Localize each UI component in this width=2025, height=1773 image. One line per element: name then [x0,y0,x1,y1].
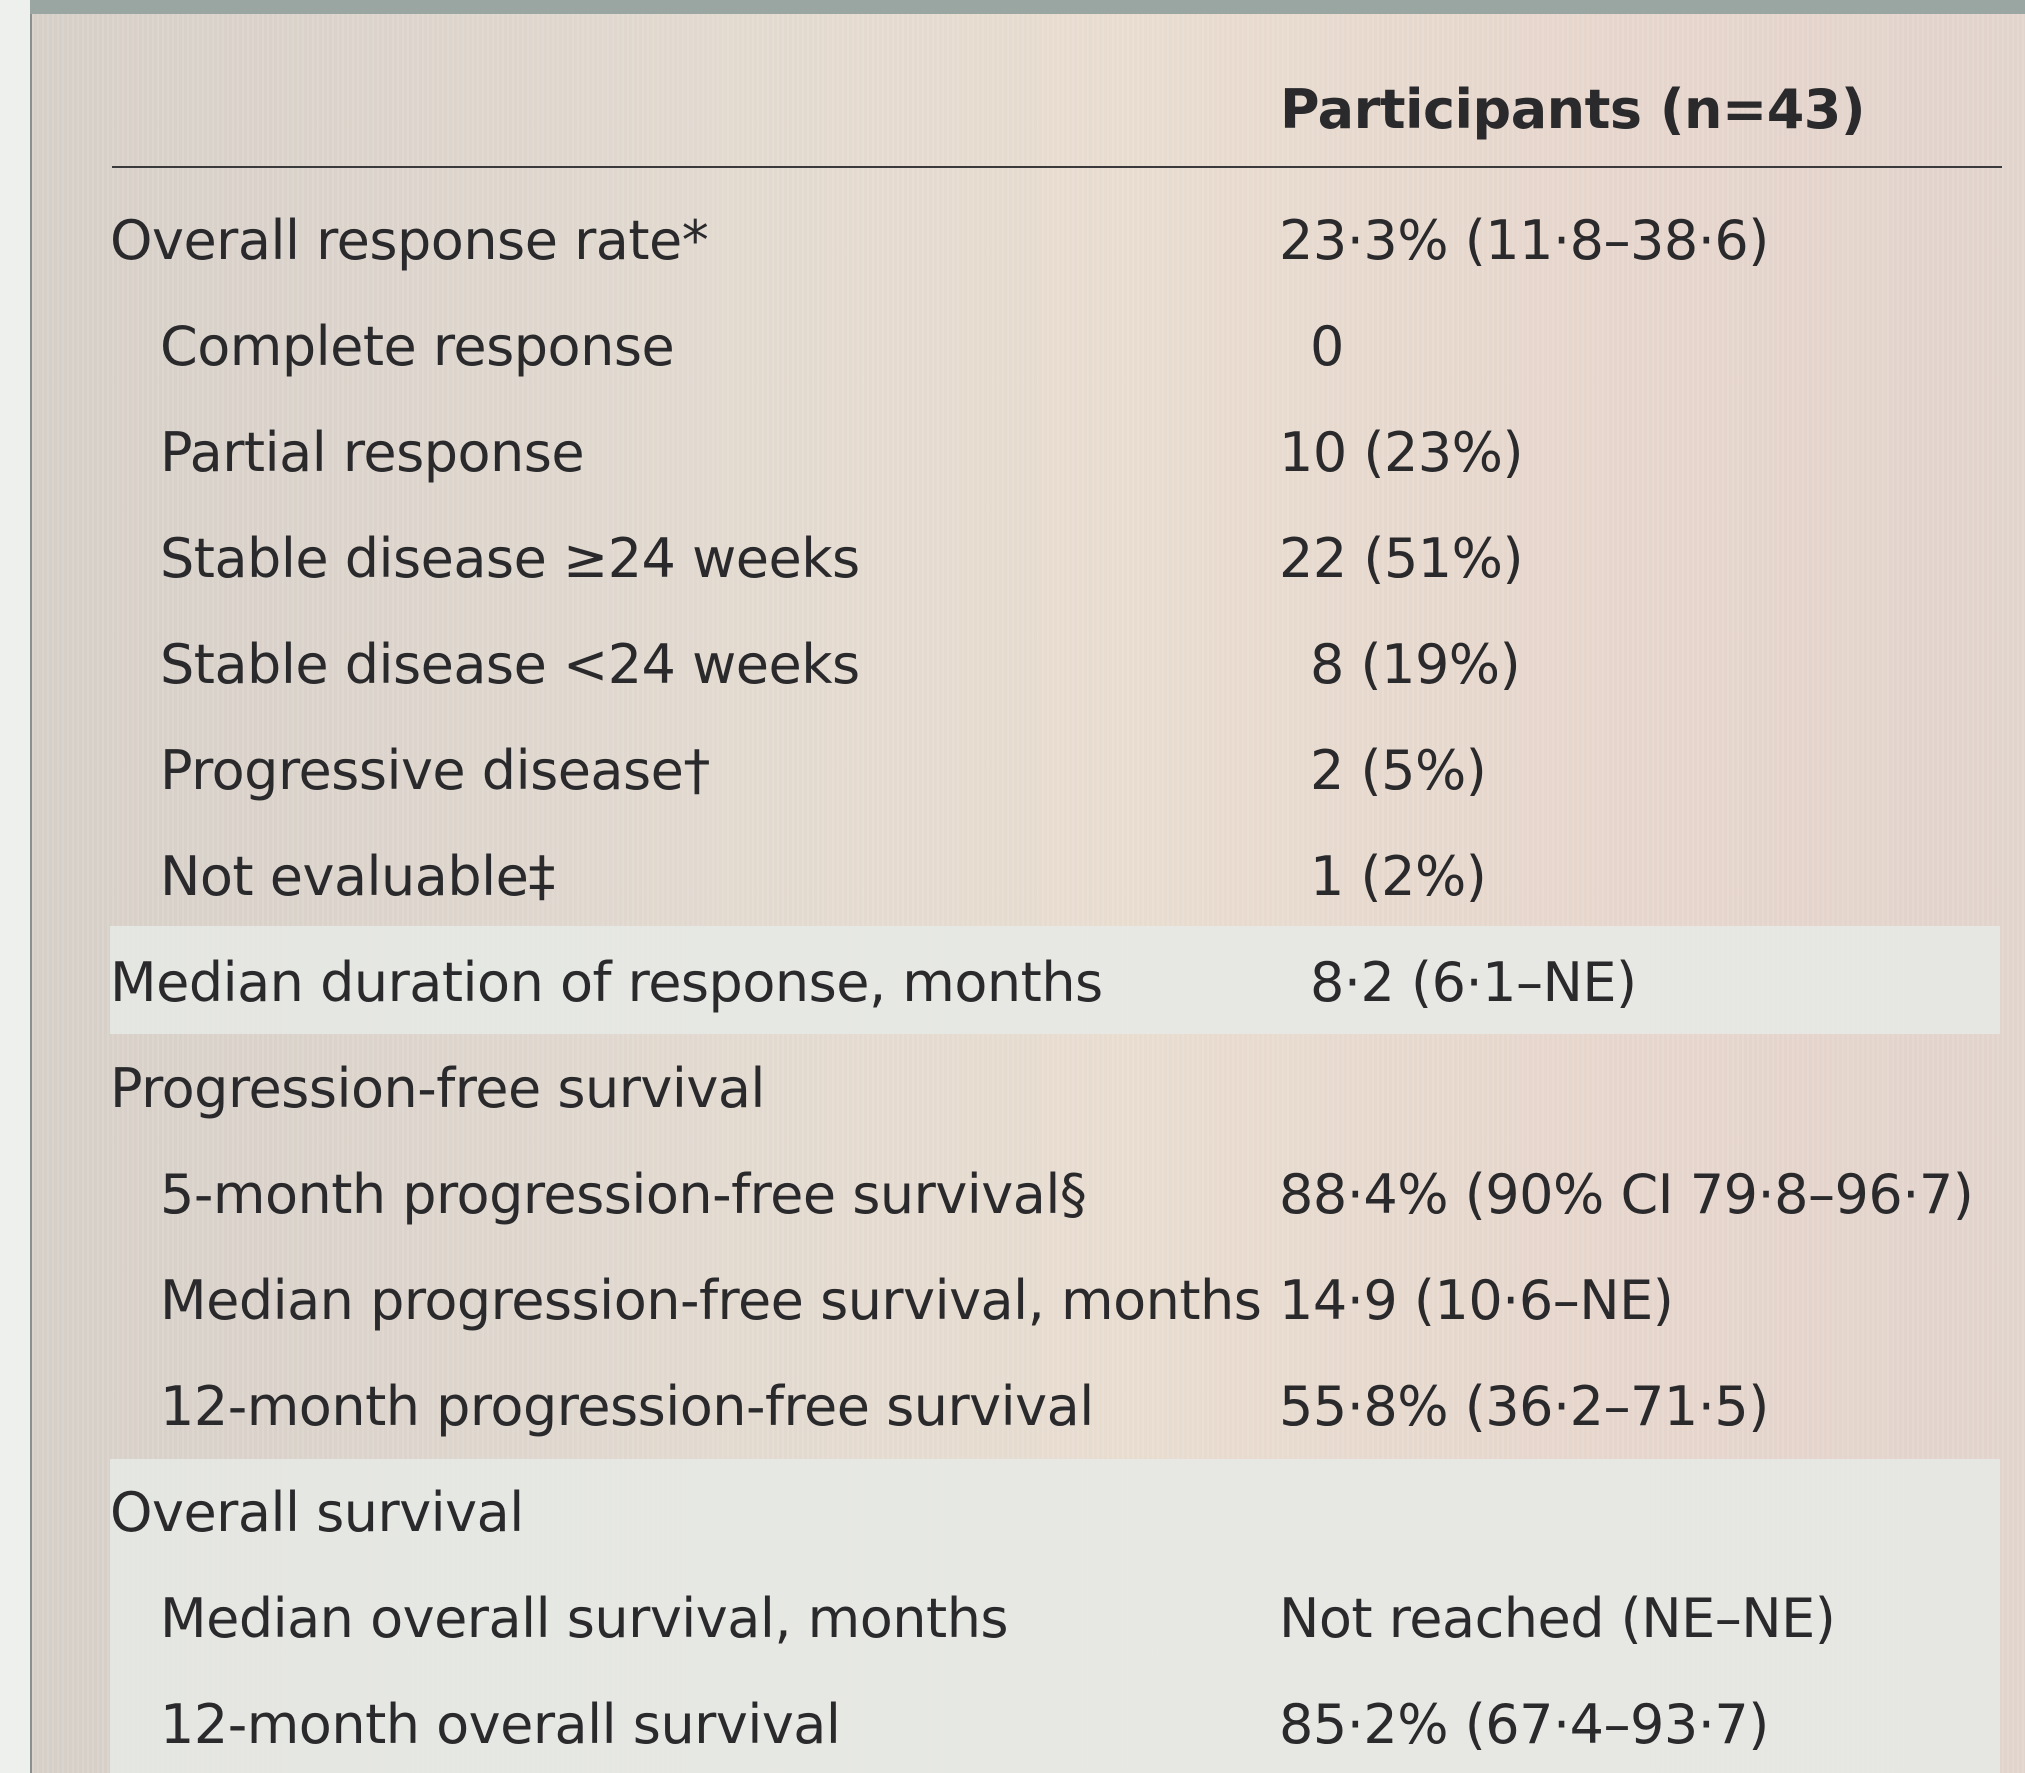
results-table: Participants (n=43) Overall response rat… [30,14,2025,1773]
row-value: 85·2% (67·4–93·7) [1279,1693,1769,1756]
row-label: Partial response [160,421,585,484]
table-row: 12-month progression-free survival 55·8%… [32,1380,2025,1486]
table-row: Median progression-free survival, months… [32,1274,2025,1380]
table-row: 12-month overall survival 85·2% (67·4–93… [32,1698,2025,1773]
row-value: 8·2 (6·1–NE) [1310,951,1637,1014]
column-header-participants: Participants (n=43) [1280,78,1866,141]
row-label: 12-month progression-free survival [160,1375,1094,1438]
table-row: Complete response 0 [32,320,2025,426]
row-value: 22 (51%) [1279,527,1524,590]
row-value: 0 [1310,315,1344,378]
row-value: 88·4% (90% CI 79·8–96·7) [1279,1163,1974,1226]
row-highlight-band [110,926,2000,1034]
table-row: Stable disease ≥24 weeks 22 (51%) [32,532,2025,638]
table-row: Not evaluable‡ 1 (2%) [32,850,2025,956]
row-label: Progressive disease† [160,739,710,802]
row-value: 23·3% (11·8–38·6) [1279,209,1769,272]
row-label: Stable disease ≥24 weeks [160,527,860,590]
table-row: 5-month progression-free survival§ 88·4%… [32,1168,2025,1274]
row-value: 10 (23%) [1279,421,1524,484]
row-label: Not evaluable‡ [160,845,555,908]
row-value: 8 (19%) [1310,633,1521,696]
row-label: 12-month overall survival [160,1693,841,1756]
table-row: Stable disease <24 weeks 8 (19%) [32,638,2025,744]
table-row: Progressive disease† 2 (5%) [32,744,2025,850]
row-value: 1 (2%) [1310,845,1487,908]
row-label: Median progression-free survival, months [160,1269,1262,1332]
row-value: 14·9 (10·6–NE) [1279,1269,1674,1332]
row-highlight-band [110,1459,2000,1773]
table-row: Progression-free survival [32,1062,2025,1168]
row-label: Median duration of response, months [110,951,1103,1014]
row-label: Complete response [160,315,675,378]
row-value: 55·8% (36·2–71·5) [1279,1375,1769,1438]
row-label: Median overall survival, months [160,1587,1009,1650]
row-label: Overall response rate* [110,209,709,272]
table-row: Overall response rate* 23·3% (11·8–38·6) [32,214,2025,320]
row-label: Overall survival [110,1481,524,1544]
row-label: Stable disease <24 weeks [160,633,860,696]
table-row: Partial response 10 (23%) [32,426,2025,532]
table-row: Median duration of response, months 8·2 … [32,956,2025,1062]
row-label: Progression-free survival [110,1057,765,1120]
table-row: Overall survival [32,1486,2025,1592]
row-value: Not reached (NE–NE) [1279,1587,1836,1650]
header-rule [112,166,2002,168]
row-label: 5-month progression-free survival§ [160,1163,1087,1226]
row-value: 2 (5%) [1310,739,1487,802]
table-row: Median overall survival, months Not reac… [32,1592,2025,1698]
screen-edge [0,0,30,1773]
